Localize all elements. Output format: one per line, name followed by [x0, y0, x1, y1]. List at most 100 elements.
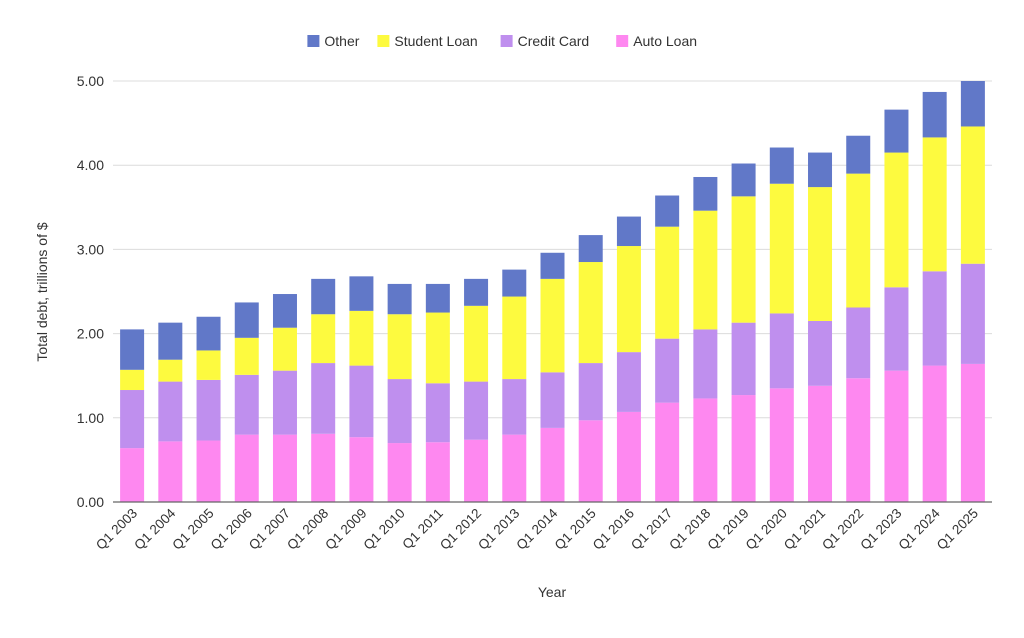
bar-auto-loan [922, 365, 947, 502]
bar-credit-card [808, 320, 833, 386]
x-tick-label: Q1 2008 [284, 506, 331, 553]
bar-other [311, 278, 336, 315]
bar-auto-loan [387, 443, 412, 502]
bar-other [922, 91, 947, 138]
bar-auto-loan [120, 448, 145, 502]
bar-credit-card [502, 379, 527, 435]
bar-student-loan [502, 296, 527, 380]
x-tick-label: Q1 2010 [361, 506, 408, 553]
bar-other [234, 302, 259, 338]
bar-credit-card [464, 381, 489, 440]
y-tick-label: 4.00 [77, 157, 104, 173]
bar-auto-loan [234, 434, 259, 502]
bar-student-loan [693, 210, 718, 330]
y-tick-label: 2.00 [77, 326, 104, 342]
bar-other [272, 294, 297, 328]
bar-other [578, 235, 603, 263]
bar-student-loan [808, 187, 833, 321]
x-tick-label: Q1 2020 [743, 506, 790, 553]
legend-label: Auto Loan [633, 33, 697, 49]
bar-other [196, 316, 221, 351]
bar-auto-loan [464, 439, 489, 502]
x-tick-label: Q1 2017 [628, 506, 675, 553]
x-tick-label: Q1 2005 [169, 506, 216, 553]
legend-swatch [307, 35, 320, 47]
x-tick-label: Q1 2023 [857, 506, 904, 553]
bar-credit-card [616, 352, 641, 412]
bar-credit-card [846, 307, 871, 379]
bar-student-loan [349, 310, 374, 366]
x-tick-label: Q1 2006 [208, 506, 255, 553]
legend-swatch [616, 35, 629, 47]
bar-other [387, 283, 412, 315]
bar-student-loan [655, 226, 680, 339]
bars [120, 81, 985, 502]
bar-student-loan [884, 152, 909, 288]
bar-student-loan [731, 196, 756, 323]
bar-student-loan [234, 337, 259, 375]
legend-item-student-loan: Student Loan [377, 33, 478, 49]
bar-other [425, 283, 450, 313]
bar-student-loan [960, 126, 985, 264]
bar-auto-loan [578, 420, 603, 502]
bar-auto-loan [655, 402, 680, 502]
x-tick-label: Q1 2009 [322, 506, 369, 553]
bar-other [846, 135, 871, 174]
bar-other [693, 176, 718, 211]
bar-auto-loan [158, 441, 183, 502]
y-tick-label: 5.00 [77, 73, 104, 89]
x-tick-label: Q1 2012 [437, 506, 484, 553]
bar-auto-loan [196, 440, 221, 502]
bar-student-loan [578, 262, 603, 364]
bar-student-loan [120, 369, 145, 391]
bar-other [464, 278, 489, 306]
legend-item-credit-card: Credit Card [500, 33, 589, 49]
bar-other [960, 81, 985, 127]
bar-credit-card [387, 379, 412, 444]
bar-credit-card [425, 383, 450, 443]
gridlines [113, 80, 992, 419]
legend-swatch [500, 35, 513, 47]
bar-auto-loan [960, 363, 985, 502]
x-tick-label: Q1 2007 [246, 506, 293, 553]
x-tick-label: Q1 2019 [704, 506, 751, 553]
bar-student-loan [616, 246, 641, 353]
bar-other [540, 252, 565, 279]
bar-auto-loan [502, 434, 527, 502]
bar-credit-card [578, 363, 603, 421]
legend-label: Other [324, 33, 359, 49]
bar-student-loan [196, 350, 221, 380]
y-tick-label: 0.00 [77, 494, 104, 510]
bar-auto-loan [808, 385, 833, 502]
bar-student-loan [922, 137, 947, 272]
bar-credit-card [120, 390, 145, 449]
y-axis-label: Total debt, trillions of $ [34, 222, 50, 362]
x-tick-label: Q1 2021 [781, 506, 828, 553]
y-axis-ticks: 0.00 1.00 2.00 3.00 4.00 5.00 [77, 73, 104, 510]
bar-auto-loan [769, 388, 794, 502]
bar-auto-loan [311, 433, 336, 502]
x-axis-label: Year [538, 584, 567, 600]
x-tick-label: Q1 2025 [934, 506, 981, 553]
legend-item-other: Other [307, 33, 360, 49]
bar-credit-card [922, 271, 947, 366]
bar-student-loan [540, 278, 565, 373]
bar-auto-loan [846, 378, 871, 502]
bar-credit-card [196, 379, 221, 441]
bar-student-loan [425, 312, 450, 384]
legend-label: Student Loan [394, 33, 477, 49]
bar-credit-card [158, 381, 183, 442]
bar-credit-card [311, 363, 336, 434]
legend-swatch [377, 35, 390, 47]
bar-other [616, 216, 641, 247]
bar-auto-loan [425, 442, 450, 502]
bar-other [884, 109, 909, 153]
bar-other [769, 147, 794, 184]
y-tick-label: 1.00 [77, 410, 104, 426]
bar-auto-loan [272, 434, 297, 502]
bar-student-loan [387, 314, 412, 380]
bar-credit-card [234, 374, 259, 435]
bar-credit-card [731, 322, 756, 396]
